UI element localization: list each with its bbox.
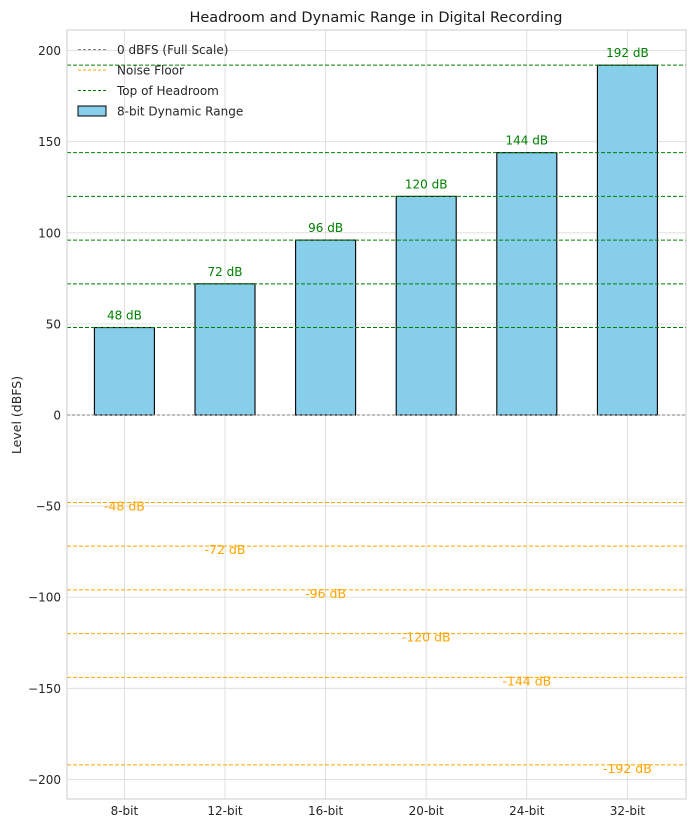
noise-label-32-bit: -192 dB: [603, 761, 652, 776]
bar-8-bit: [93, 326, 155, 416]
y-tick-label: 150: [38, 135, 61, 149]
y-tick-label: −100: [28, 591, 61, 605]
x-tick-label-12-bit: 12-bit: [207, 804, 243, 818]
legend-label: Noise Floor: [117, 64, 184, 78]
y-tick-label: 100: [38, 226, 61, 240]
top-label-24-bit: 144 dB: [506, 134, 549, 148]
x-tick-label-32-bit: 32-bit: [610, 804, 646, 818]
x-tick-label-8-bit: 8-bit: [111, 804, 139, 818]
y-tick-label: 0: [53, 409, 61, 423]
noise-label-8-bit: -48 dB: [104, 498, 145, 513]
x-tick-label-16-bit: 16-bit: [308, 804, 344, 818]
y-tick-label: 200: [38, 44, 61, 58]
data-labels: 48 dB 72 dB 96 dB 120 dB 144 dB 192 dB -48 dB -…: [104, 46, 652, 776]
chart-title: Headroom and Dynamic Range in Digital Re…: [189, 10, 562, 26]
bar-20-bit: [395, 195, 457, 416]
y-axis-label: Level (dBFS): [9, 376, 24, 454]
x-tick-label-20-bit: 20-bit: [409, 804, 445, 818]
legend-label: 8-bit Dynamic Range: [117, 105, 243, 119]
noise-label-20-bit: -120 dB: [402, 630, 451, 645]
x-axis-ticks: 8-bit 12-bit 16-bit 20-bit 24-bit 32-bit: [111, 804, 646, 818]
bars: [93, 64, 658, 416]
legend-label: Top of Headroom: [116, 84, 219, 98]
y-tick-label: 50: [46, 317, 61, 331]
noise-label-12-bit: -72 dB: [205, 542, 246, 557]
top-label-20-bit: 120 dB: [405, 177, 448, 191]
legend-label: 0 dBFS (Full Scale): [117, 43, 228, 57]
top-label-8-bit: 48 dB: [107, 309, 142, 323]
reference-lines: [67, 64, 686, 766]
top-label-16-bit: 96 dB: [308, 221, 343, 235]
x-tick-label-24-bit: 24-bit: [509, 804, 545, 818]
noise-label-24-bit: -144 dB: [502, 673, 551, 688]
legend: 0 dBFS (Full Scale) Noise Floor Top of Hea…: [77, 43, 243, 119]
y-tick-label: −150: [28, 682, 61, 696]
y-tick-label: −50: [36, 500, 61, 514]
y-axis-ticks: 200 150 100 50 0 −50 −100 −150 −200: [28, 44, 61, 787]
legend-swatch-patch: [77, 105, 107, 117]
top-label-12-bit: 72 dB: [208, 265, 243, 279]
bar-12-bit: [194, 283, 256, 416]
y-tick-label: −200: [28, 773, 61, 787]
top-label-32-bit: 192 dB: [606, 46, 649, 60]
plot-area-frame: [66, 29, 687, 800]
noise-label-16-bit: -96 dB: [305, 586, 346, 601]
